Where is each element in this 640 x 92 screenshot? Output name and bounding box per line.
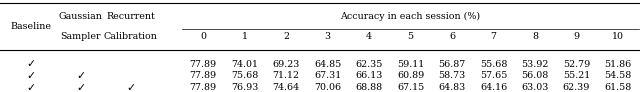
Text: 60.89: 60.89 [397,71,424,80]
Text: ✓: ✓ [126,83,135,92]
Text: 56.87: 56.87 [438,60,466,69]
Text: 67.15: 67.15 [397,83,424,92]
Text: 64.85: 64.85 [314,60,341,69]
Text: ✓: ✓ [26,83,35,92]
Text: 2: 2 [283,32,289,41]
Text: 62.39: 62.39 [563,83,590,92]
Text: 57.65: 57.65 [480,71,508,80]
Text: 74.01: 74.01 [231,60,258,69]
Text: Sampler: Sampler [60,32,101,41]
Text: 10: 10 [612,32,624,41]
Text: 74.64: 74.64 [273,83,300,92]
Text: 55.68: 55.68 [480,60,508,69]
Text: 76.93: 76.93 [231,83,259,92]
Text: 68.88: 68.88 [355,83,383,92]
Text: 53.92: 53.92 [522,60,548,69]
Text: 69.23: 69.23 [273,60,300,69]
Text: 8: 8 [532,32,538,41]
Text: 62.35: 62.35 [355,60,383,69]
Text: 6: 6 [449,32,455,41]
Text: 51.86: 51.86 [604,60,632,69]
Text: ✓: ✓ [76,83,85,92]
Text: 64.83: 64.83 [438,83,466,92]
Text: 7: 7 [490,32,497,41]
Text: 56.08: 56.08 [522,71,548,80]
Text: 77.89: 77.89 [189,71,217,80]
Text: 54.58: 54.58 [604,71,632,80]
Text: 75.68: 75.68 [231,71,259,80]
Text: ✓: ✓ [26,59,35,69]
Text: Gaussian: Gaussian [59,12,102,21]
Text: 64.16: 64.16 [480,83,507,92]
Text: 5: 5 [408,32,413,41]
Text: 71.12: 71.12 [273,71,300,80]
Text: 4: 4 [366,32,372,41]
Text: 59.11: 59.11 [397,60,424,69]
Text: Recurrent: Recurrent [106,12,155,21]
Text: 63.03: 63.03 [522,83,548,92]
Text: 66.13: 66.13 [355,71,383,80]
Text: 77.89: 77.89 [189,83,217,92]
Text: 67.31: 67.31 [314,71,341,80]
Text: 55.21: 55.21 [563,71,590,80]
Text: 9: 9 [573,32,580,41]
Text: 3: 3 [324,32,331,41]
Text: ✓: ✓ [76,71,85,81]
Text: 70.06: 70.06 [314,83,341,92]
Text: Calibration: Calibration [104,32,157,41]
Text: Accuracy in each session (%): Accuracy in each session (%) [340,12,481,21]
Text: 0: 0 [200,32,206,41]
Text: 77.89: 77.89 [189,60,217,69]
Text: 1: 1 [242,32,248,41]
Text: ✓: ✓ [26,71,35,81]
Text: 61.58: 61.58 [604,83,632,92]
Text: 52.79: 52.79 [563,60,590,69]
Text: Baseline: Baseline [10,22,51,31]
Text: 58.73: 58.73 [438,71,466,80]
